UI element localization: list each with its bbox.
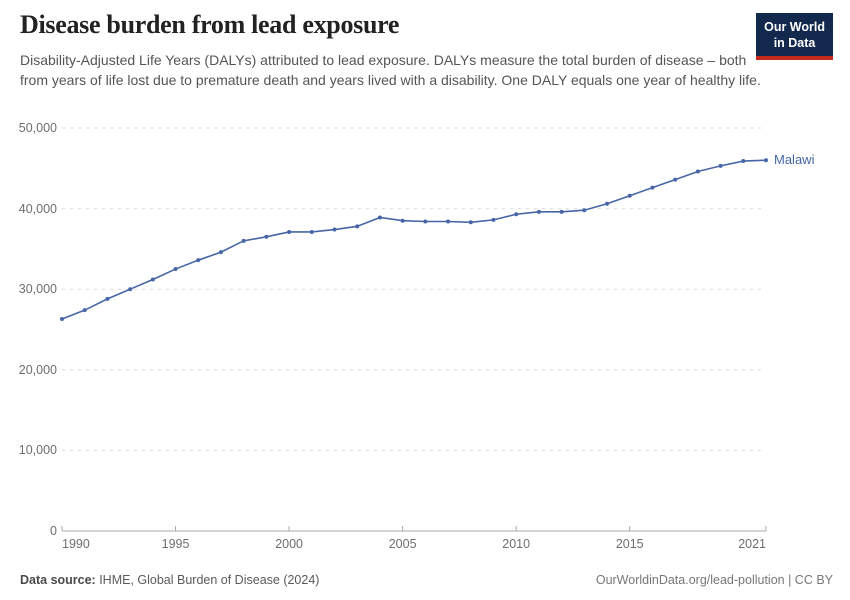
x-axis-tick-label: 1995 xyxy=(161,537,190,551)
data-point[interactable] xyxy=(423,219,428,224)
x-axis-tick-label: 2010 xyxy=(502,537,531,551)
data-source: Data source: IHME, Global Burden of Dise… xyxy=(20,573,319,587)
data-point[interactable] xyxy=(764,158,768,163)
owid-logo-line1: Our World xyxy=(764,20,825,34)
x-axis-tick-label: 1990 xyxy=(62,537,90,551)
x-axis-tick-label: 2021 xyxy=(738,537,766,551)
data-point[interactable] xyxy=(218,250,223,255)
data-point[interactable] xyxy=(332,227,337,232)
data-point[interactable] xyxy=(196,258,201,263)
data-point[interactable] xyxy=(468,220,473,225)
chart-subtitle: Disability-Adjusted Life Years (DALYs) a… xyxy=(20,52,761,88)
data-point[interactable] xyxy=(241,238,246,243)
data-point[interactable] xyxy=(355,224,360,229)
data-point[interactable] xyxy=(264,234,269,239)
x-axis-tick-label: 2005 xyxy=(388,537,417,551)
data-point[interactable] xyxy=(627,193,632,198)
data-point[interactable] xyxy=(82,308,87,313)
y-axis-tick-label: 40,000 xyxy=(18,201,57,216)
data-point[interactable] xyxy=(173,267,178,272)
data-point[interactable] xyxy=(446,219,451,224)
data-point[interactable] xyxy=(650,185,655,190)
credit-link[interactable]: OurWorldinData.org/lead-pollution | CC B… xyxy=(595,573,833,587)
line-series-malawi[interactable] xyxy=(60,158,768,322)
data-point[interactable] xyxy=(741,159,746,164)
data-point[interactable] xyxy=(605,201,610,206)
data-point[interactable] xyxy=(128,287,133,292)
data-point[interactable] xyxy=(582,208,587,213)
data-point[interactable] xyxy=(514,212,519,217)
data-source-text: IHME, Global Burden of Disease (2024) xyxy=(95,573,320,587)
data-point[interactable] xyxy=(400,218,405,223)
y-axis-tick-label: 0 xyxy=(50,524,57,538)
data-point[interactable] xyxy=(673,177,678,182)
series-end-label[interactable]: Malawi xyxy=(774,152,815,168)
owid-logo[interactable]: Our World in Data xyxy=(756,13,833,60)
x-axis-tick-label: 2015 xyxy=(615,537,644,551)
data-point[interactable] xyxy=(150,277,155,282)
trend-line[interactable] xyxy=(61,159,767,320)
data-point[interactable] xyxy=(491,217,496,222)
data-point[interactable] xyxy=(536,209,541,214)
data-source-label: Data source: xyxy=(20,573,96,587)
x-axis-tick-label: 2000 xyxy=(275,537,303,551)
y-axis-tick-label: 30,000 xyxy=(18,282,57,297)
data-point[interactable] xyxy=(60,317,64,322)
data-point[interactable] xyxy=(695,169,700,174)
chart-title: Disease burden from lead exposure xyxy=(20,10,400,39)
data-point[interactable] xyxy=(377,215,382,220)
data-point[interactable] xyxy=(718,163,723,168)
owid-logo-line2: in Data xyxy=(773,36,816,50)
data-point[interactable] xyxy=(105,296,110,301)
y-axis-tick-label: 50,000 xyxy=(18,121,57,135)
y-axis-tick-label: 10,000 xyxy=(18,443,57,458)
data-point[interactable] xyxy=(287,229,292,234)
data-point[interactable] xyxy=(309,229,314,234)
data-point[interactable] xyxy=(559,209,564,214)
y-axis-tick-label: 20,000 xyxy=(18,362,57,377)
